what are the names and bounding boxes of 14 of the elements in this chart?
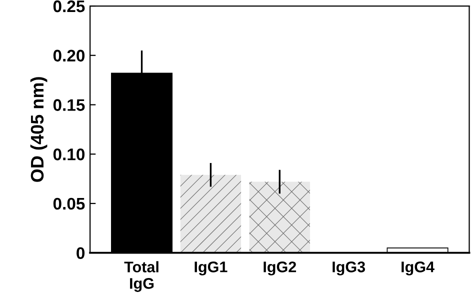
x-tick-label: IgG3 [332, 262, 366, 276]
y-tick-label: 0 [76, 247, 85, 260]
y-axis-title: OD (405 nm) [30, 77, 48, 182]
bar [180, 174, 242, 253]
x-tick-label: Total IgG [124, 261, 158, 292]
y-tick-label: 0.15 [53, 99, 85, 111]
x-tick-label: IgG4 [402, 262, 434, 276]
x-tick-label: IgG2 [264, 262, 296, 276]
y-tick-label: 0.20 [53, 50, 85, 62]
y-tick-label: 0.25 [53, 0, 85, 12]
bar [249, 182, 310, 253]
x-tick-label: IgG1 [194, 262, 228, 276]
y-tick-label: 0.10 [53, 148, 85, 160]
y-tick-label: 0.05 [53, 198, 85, 210]
